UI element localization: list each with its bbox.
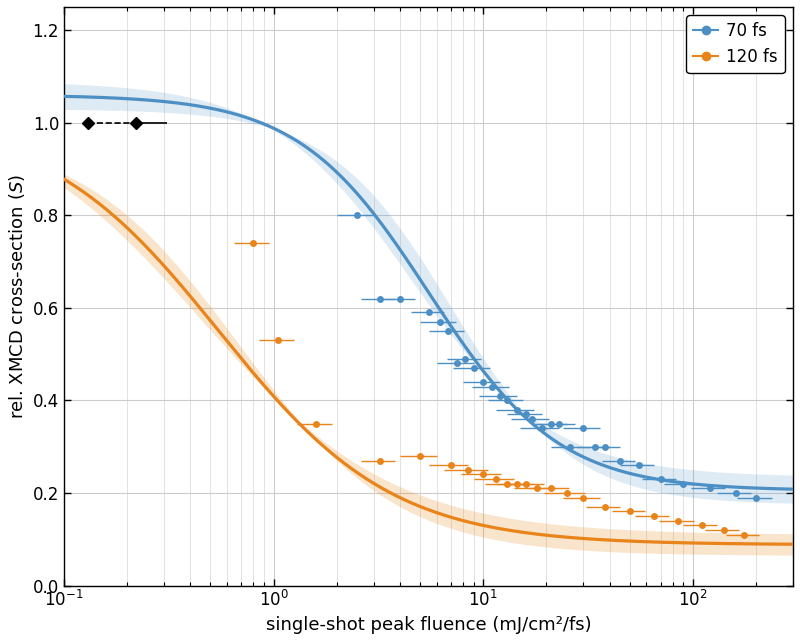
Y-axis label: rel. XMCD cross-section ($S$): rel. XMCD cross-section ($S$) (7, 174, 27, 419)
Legend: 70 fs, 120 fs: 70 fs, 120 fs (686, 15, 785, 73)
X-axis label: single-shot peak fluence (mJ/cm²/fs): single-shot peak fluence (mJ/cm²/fs) (266, 616, 591, 634)
